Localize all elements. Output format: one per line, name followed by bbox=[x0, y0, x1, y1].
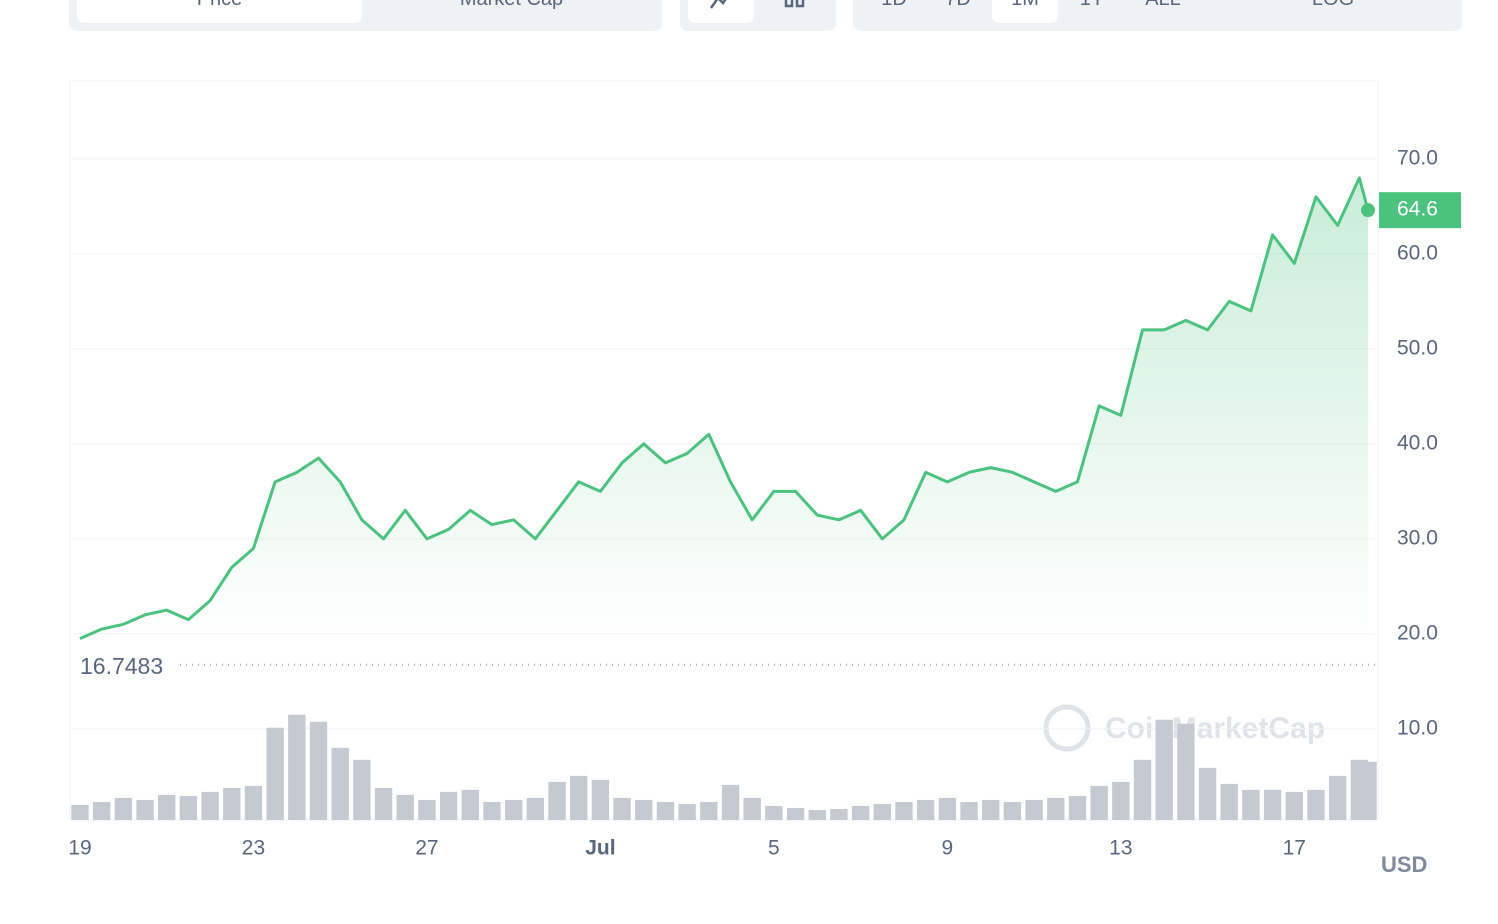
volume-bar bbox=[851, 805, 870, 820]
last-point bbox=[1361, 203, 1376, 218]
price-area bbox=[79, 177, 1369, 639]
volume-bar bbox=[1090, 785, 1108, 820]
chart-type-group bbox=[680, 0, 836, 31]
volume-bar bbox=[1133, 759, 1152, 820]
volume-bar bbox=[1242, 789, 1260, 820]
volume-bar bbox=[591, 779, 610, 820]
volume-bar bbox=[288, 714, 306, 820]
y-tick-label: 20.0 bbox=[1397, 621, 1438, 644]
log-button[interactable]: LOG bbox=[1293, 0, 1373, 23]
volume-bar bbox=[309, 721, 328, 820]
volume-bar bbox=[1112, 781, 1130, 820]
volume-bar bbox=[1068, 795, 1087, 820]
volume-bar bbox=[1307, 789, 1325, 820]
volume-bar bbox=[1047, 797, 1065, 820]
volume-bar bbox=[916, 799, 935, 820]
y-tick-label: 50.0 bbox=[1397, 336, 1438, 359]
line-type-button[interactable] bbox=[688, 0, 754, 23]
volume-bar bbox=[1177, 723, 1195, 820]
volume-bar bbox=[374, 787, 393, 820]
volume-bar bbox=[396, 794, 414, 820]
volume-bar bbox=[700, 801, 718, 820]
volume-bar bbox=[548, 781, 566, 820]
volume-bar bbox=[938, 797, 957, 820]
volume-bar bbox=[158, 794, 176, 820]
volume-bar bbox=[114, 797, 133, 820]
volume-bar bbox=[1359, 761, 1377, 820]
volume-bar bbox=[1328, 775, 1347, 820]
volume-bar bbox=[223, 787, 241, 820]
x-tick-label: 9 bbox=[942, 837, 954, 860]
range-button[interactable]: 1M bbox=[992, 0, 1058, 23]
x-tick-label: 17 bbox=[1283, 837, 1306, 860]
volume-bar bbox=[331, 747, 349, 820]
volume-bar bbox=[353, 759, 371, 820]
volume-bar bbox=[526, 797, 545, 820]
volume-bar bbox=[439, 791, 458, 820]
range-group: 1D7D1M1YALL LOG bbox=[853, 0, 1462, 31]
y-tick-label: 10.0 bbox=[1397, 716, 1438, 739]
volume-bar bbox=[765, 805, 783, 820]
x-tick-label: 19 bbox=[68, 837, 91, 860]
volume-bar bbox=[1285, 791, 1303, 820]
x-tick-label: 5 bbox=[768, 837, 780, 860]
currency-label: USD bbox=[1381, 852, 1428, 877]
volume-bar bbox=[483, 801, 501, 820]
tab-group: Price Market Cap bbox=[69, 0, 662, 31]
price-line bbox=[79, 176, 1370, 640]
volume-bar bbox=[504, 799, 523, 820]
volume-bar bbox=[808, 809, 826, 820]
volume-bar bbox=[570, 775, 588, 820]
low-label: 16.7483 bbox=[80, 653, 163, 679]
volume-bar bbox=[873, 803, 891, 820]
volume-bar bbox=[244, 785, 263, 820]
volume-bar bbox=[830, 808, 848, 820]
volume-bar bbox=[960, 801, 978, 820]
x-tick-label: Jul bbox=[585, 837, 615, 860]
volume-bar bbox=[201, 791, 219, 820]
volume-bar bbox=[1025, 799, 1043, 820]
y-tick-label: 70.0 bbox=[1397, 146, 1438, 169]
y-tick-label: 40.0 bbox=[1397, 431, 1438, 454]
tab-price[interactable]: Price bbox=[77, 0, 362, 23]
volume-bar bbox=[136, 799, 154, 820]
last-price-label: 64.6 bbox=[1397, 198, 1438, 221]
volume-bar bbox=[179, 795, 198, 820]
range-button[interactable]: 1Y bbox=[1059, 0, 1125, 23]
volume-bar bbox=[1220, 783, 1238, 820]
candle-type-button[interactable] bbox=[762, 0, 828, 23]
volume-bar bbox=[71, 804, 89, 820]
x-tick-label: 23 bbox=[242, 837, 265, 860]
y-tick-label: 60.0 bbox=[1397, 241, 1438, 264]
volume-bar bbox=[982, 799, 1000, 820]
volume-bar bbox=[613, 797, 631, 820]
volume-bar bbox=[743, 797, 761, 820]
volume-bar bbox=[92, 801, 111, 820]
volume-bar bbox=[635, 799, 653, 820]
range-button[interactable]: ALL bbox=[1123, 0, 1203, 23]
volume-bar bbox=[656, 801, 675, 820]
range-button[interactable]: 1D bbox=[861, 0, 927, 23]
volume-bar bbox=[1155, 719, 1173, 820]
volume-bar bbox=[1198, 767, 1217, 820]
x-tick-label: 27 bbox=[415, 837, 438, 860]
volume-bar bbox=[418, 799, 436, 820]
volume-bar bbox=[678, 803, 696, 820]
volume-bar bbox=[721, 784, 740, 820]
volume-bar bbox=[1263, 789, 1282, 820]
volume-bar bbox=[266, 727, 284, 820]
volume-bar bbox=[895, 801, 913, 820]
x-tick-label: 13 bbox=[1109, 837, 1132, 860]
y-tick-label: 30.0 bbox=[1397, 526, 1438, 549]
last-price-badge bbox=[1379, 192, 1461, 229]
volume-bar bbox=[461, 789, 479, 820]
volume-bar bbox=[786, 807, 805, 820]
tab-market-cap[interactable]: Market Cap bbox=[369, 0, 654, 23]
range-button[interactable]: 7D bbox=[925, 0, 991, 23]
volume-bar bbox=[1003, 801, 1022, 820]
